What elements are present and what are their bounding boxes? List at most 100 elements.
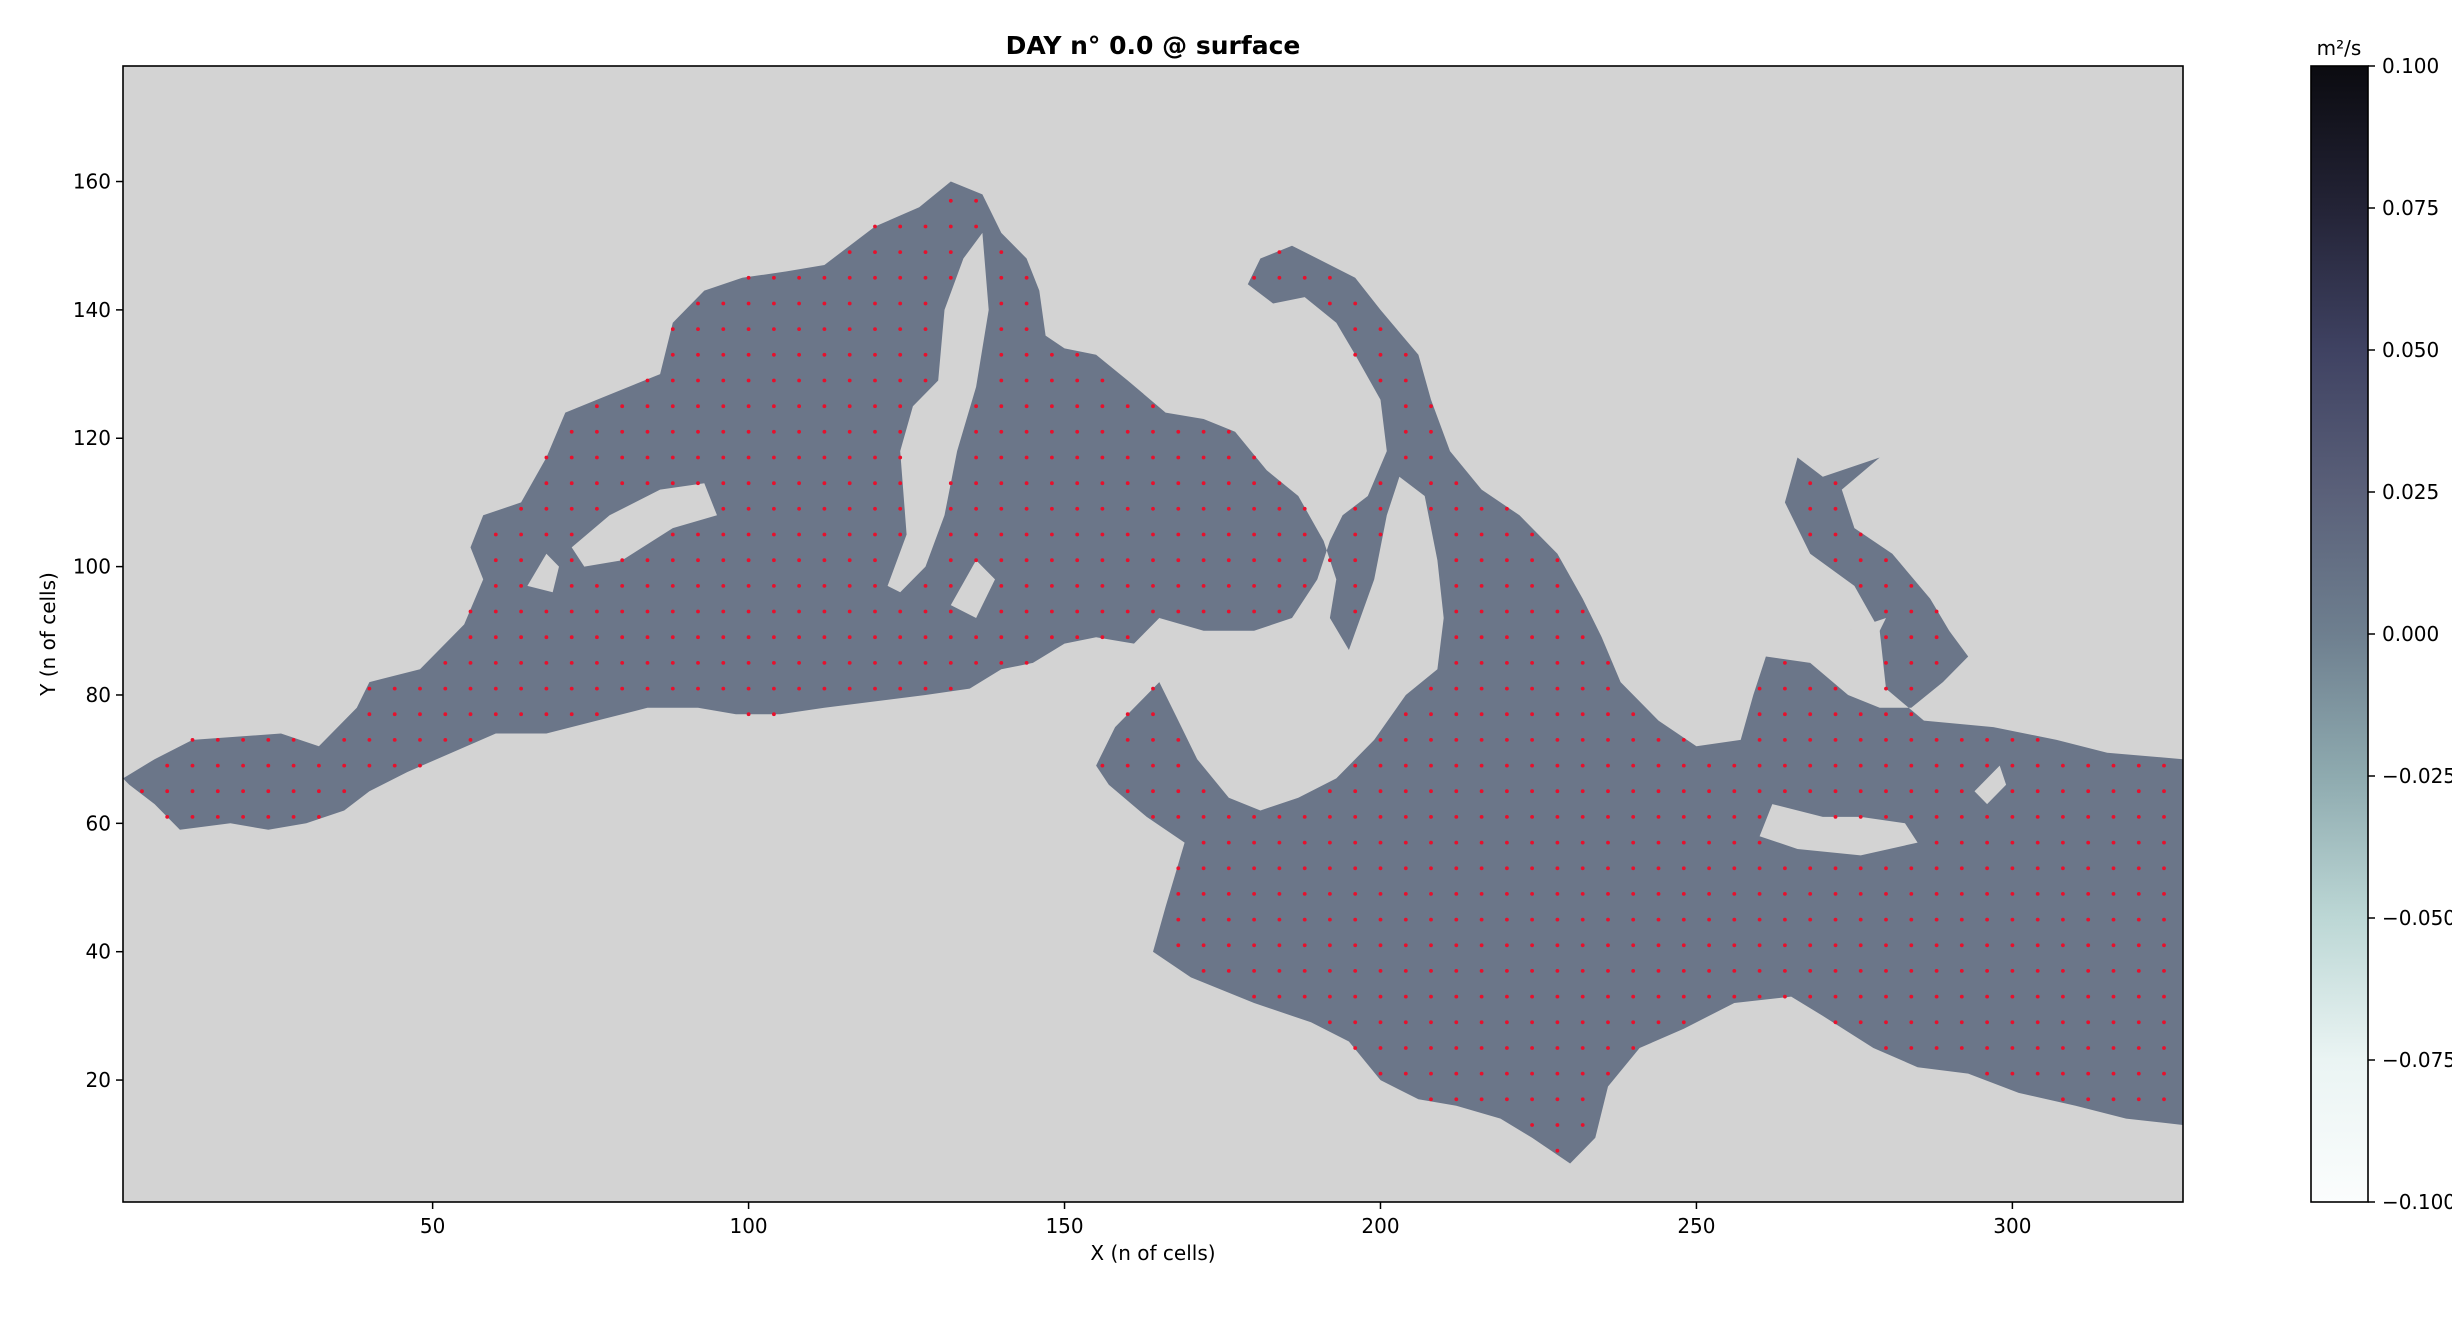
grid-marker [2010, 763, 2015, 768]
grid-marker [974, 198, 978, 203]
grid-marker [1732, 994, 1737, 999]
grid-marker [772, 584, 776, 588]
grid-marker [1909, 815, 1914, 819]
grid-marker [1530, 738, 1534, 742]
grid-marker [948, 224, 953, 229]
grid-marker [1328, 1020, 1332, 1025]
grid-marker [1631, 969, 1636, 973]
grid-marker [1707, 840, 1711, 845]
grid-marker [291, 789, 296, 794]
grid-marker [1909, 661, 1914, 665]
grid-marker [317, 815, 321, 819]
grid-marker [1454, 840, 1459, 845]
grid-marker [2010, 840, 2015, 845]
grid-marker [1505, 866, 1509, 871]
grid-marker [1252, 455, 1256, 460]
grid-marker [1252, 969, 1256, 973]
grid-marker [999, 275, 1004, 280]
grid-marker [1757, 994, 1762, 999]
grid-marker [1378, 815, 1383, 819]
grid-marker [1505, 609, 1509, 614]
grid-marker [1858, 789, 1863, 794]
grid-marker [1378, 943, 1383, 948]
grid-marker [1050, 609, 1054, 614]
grid-marker [1454, 686, 1459, 691]
grid-marker [1808, 481, 1813, 486]
grid-marker [822, 455, 827, 460]
colorbar-tick-label: 0.025 [2382, 480, 2439, 504]
grid-marker [2010, 917, 2015, 922]
grid-marker [873, 301, 877, 306]
grid-marker [1909, 789, 1914, 794]
grid-marker [923, 250, 928, 255]
grid-marker [948, 584, 953, 588]
grid-marker [620, 635, 625, 640]
grid-marker [847, 378, 852, 383]
grid-marker [1176, 866, 1181, 871]
grid-marker [1454, 635, 1459, 640]
grid-marker [1151, 404, 1155, 409]
grid-marker [392, 738, 397, 742]
grid-marker [620, 609, 625, 614]
grid-marker [468, 738, 473, 742]
grid-marker [1909, 994, 1914, 999]
grid-marker [1151, 506, 1155, 511]
grid-marker [797, 275, 801, 280]
grid-marker [1580, 609, 1585, 614]
grid-marker [1934, 609, 1939, 614]
grid-marker [873, 455, 877, 460]
grid-marker [1783, 969, 1787, 973]
grid-marker [898, 635, 903, 640]
grid-marker [1024, 506, 1029, 511]
grid-marker [1201, 481, 1206, 486]
grid-marker [1479, 609, 1484, 614]
grid-marker [1732, 943, 1737, 948]
grid-marker [2136, 1071, 2141, 1076]
grid-marker [1479, 1071, 1484, 1076]
grid-marker [873, 429, 877, 434]
grid-marker [493, 686, 498, 691]
grid-marker [1454, 661, 1459, 665]
grid-marker [1429, 892, 1433, 896]
grid-marker [1429, 712, 1433, 717]
grid-marker [1403, 1046, 1408, 1050]
grid-marker [2061, 1097, 2065, 1102]
y-tick-label: 20 [86, 1068, 111, 1092]
grid-marker [1100, 584, 1105, 588]
colorbar-tick-label: 0.100 [2382, 54, 2439, 78]
grid-marker [847, 506, 852, 511]
grid-marker [1100, 532, 1105, 537]
grid-marker [2035, 1020, 2040, 1025]
grid-marker [2035, 866, 2040, 871]
grid-marker [1985, 1020, 1989, 1025]
grid-marker [1226, 558, 1231, 563]
grid-marker [1656, 994, 1661, 999]
grid-marker [1606, 892, 1610, 896]
grid-marker [2136, 1020, 2141, 1025]
grid-marker [1125, 532, 1130, 537]
grid-marker [1479, 661, 1484, 665]
grid-marker [1884, 969, 1888, 973]
grid-marker [923, 301, 928, 306]
grid-marker [1403, 892, 1408, 896]
grid-marker [1201, 840, 1206, 845]
grid-marker [2086, 1020, 2091, 1025]
grid-marker [1403, 994, 1408, 999]
grid-marker [1783, 661, 1787, 665]
grid-marker [1302, 815, 1307, 819]
grid-marker [1125, 455, 1130, 460]
grid-marker [1985, 892, 1989, 896]
grid-marker [1176, 815, 1181, 819]
grid-marker [873, 635, 877, 640]
grid-marker [1959, 892, 1964, 896]
grid-marker [2061, 892, 2065, 896]
grid-marker [772, 327, 776, 331]
grid-marker [746, 481, 751, 486]
grid-marker [645, 686, 650, 691]
grid-marker [721, 455, 726, 460]
grid-marker [620, 661, 625, 665]
grid-marker [1176, 917, 1181, 922]
grid-marker [873, 378, 877, 383]
grid-marker [999, 404, 1004, 409]
grid-marker [1580, 661, 1585, 665]
